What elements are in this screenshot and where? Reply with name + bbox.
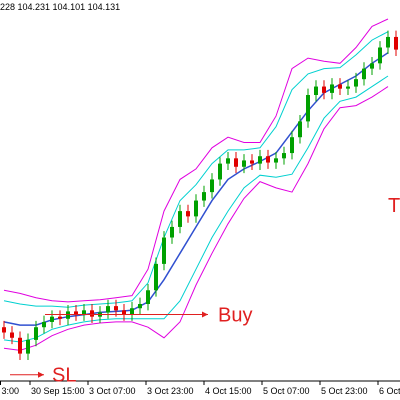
- candle-body: [106, 306, 110, 313]
- candle-body: [42, 321, 46, 328]
- candle-body: [90, 310, 94, 317]
- candle-body: [18, 337, 22, 354]
- candle-body: [298, 121, 302, 138]
- x-tick-label: 30 Sep 15:00: [31, 386, 85, 396]
- price-header: 228 104.231 104.101 104.131: [0, 2, 120, 12]
- candle-body: [234, 158, 238, 167]
- candle-body: [266, 156, 270, 163]
- candle-body: [138, 304, 142, 309]
- candle-body: [258, 156, 262, 164]
- candle-body: [362, 68, 366, 80]
- candle-body: [306, 95, 310, 122]
- candle-body: [162, 237, 166, 264]
- band-line: [3, 86, 389, 351]
- candle-body: [314, 86, 318, 95]
- candle-body: [186, 211, 190, 217]
- candle-body: [394, 36, 398, 50]
- candle-body: [154, 263, 158, 291]
- candle-body: [386, 36, 390, 48]
- candle-body: [178, 211, 182, 227]
- candle-body: [378, 47, 382, 64]
- candle-body: [50, 316, 54, 322]
- x-tick-label: 3 Oct 07:00: [89, 386, 136, 396]
- candle-body: [370, 63, 374, 69]
- candle-body: [114, 306, 118, 311]
- candle-body: [354, 79, 358, 87]
- candle-body: [74, 311, 78, 315]
- candle-body: [226, 158, 230, 164]
- x-tick-label: 6 Oct: [379, 386, 400, 396]
- x-tick-label: 5 Oct 23:00: [321, 386, 368, 396]
- plot: [2, 18, 398, 360]
- candle-body: [2, 327, 6, 333]
- candle-body: [242, 160, 246, 167]
- level-arrow: [38, 371, 44, 378]
- candle-body: [58, 316, 62, 319]
- x-tick-label: 4 Oct 15:00: [205, 386, 252, 396]
- level-label: Buy: [218, 305, 252, 327]
- candle-body: [338, 84, 342, 89]
- candle-body: [66, 311, 70, 319]
- candle-body: [202, 192, 206, 201]
- x-tick-label: 5 Oct 07:00: [263, 386, 310, 396]
- candle-body: [250, 160, 254, 164]
- candle-body: [122, 310, 126, 315]
- candle-body: [282, 153, 286, 159]
- candle-body: [170, 226, 174, 238]
- candle-body: [290, 137, 294, 154]
- candle-body: [210, 179, 214, 193]
- level-label: SL: [52, 365, 76, 387]
- candle-body: [274, 158, 278, 163]
- candle-body: [218, 163, 222, 180]
- band-line: [3, 18, 389, 303]
- candle-body: [346, 86, 350, 89]
- candle-body: [10, 332, 14, 338]
- candle-body: [130, 308, 134, 315]
- candle-body: [26, 339, 30, 354]
- candle-body: [194, 200, 198, 217]
- x-tick-label: 3:00: [2, 386, 20, 396]
- candle-body: [330, 84, 334, 93]
- candle-body: [146, 290, 150, 304]
- x-tick-label: 3 Oct 23:00: [147, 386, 194, 396]
- candle-body: [82, 310, 86, 315]
- level-arrow: [202, 311, 208, 318]
- candle-body: [34, 327, 38, 340]
- side-text: T: [388, 195, 400, 217]
- candle-body: [322, 86, 326, 93]
